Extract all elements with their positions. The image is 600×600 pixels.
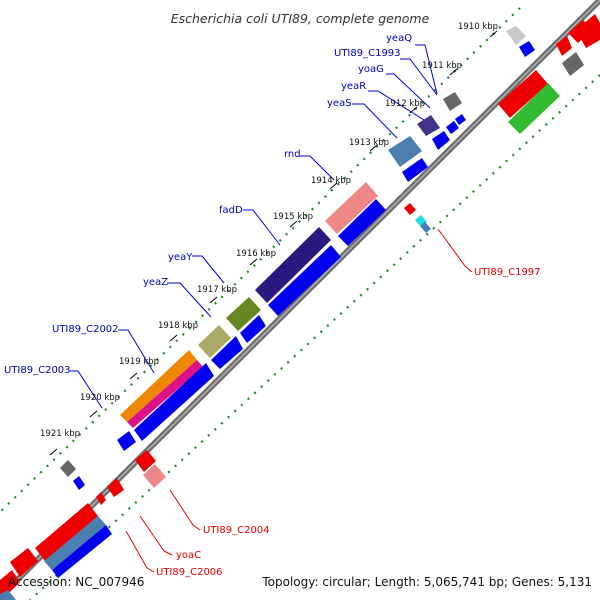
gene-arrow-blue-top <box>576 14 600 48</box>
gene-arrow-blue-rnd <box>402 158 428 182</box>
gene-block-orange-C2003 <box>120 350 197 422</box>
gene-label-yeaS[interactable]: yeaS <box>327 98 352 109</box>
gene-label-UTI89_C1993[interactable]: UTI89_C1993 <box>334 48 401 59</box>
gene-label-UTI89_C2003[interactable]: UTI89_C2003 <box>4 365 71 376</box>
gene-block-gray-1910 <box>506 26 526 45</box>
tick-label: 1914 kbp <box>311 176 351 186</box>
gene-block-gray-left <box>60 460 76 477</box>
reverse-gene-labels: UTI89_C1997 UTI89_C2004 yoaC UTI89_C2006 <box>156 267 541 578</box>
gene-label-yoaG[interactable]: yoaG <box>358 64 384 75</box>
gene-arrow-red-yoaC <box>96 492 106 505</box>
tick-label: 1910 kbp <box>458 22 498 32</box>
tick-label: 1917 kbp <box>197 285 237 295</box>
gene-label-UTI89_C2004[interactable]: UTI89_C2004 <box>203 525 270 536</box>
gene-arrow-red-C1997 <box>404 203 416 215</box>
reverse-label-leaders <box>125 228 473 573</box>
accession-text: Accession: NC_007946 <box>8 575 144 589</box>
gene-block-salmon-C2004 <box>143 464 166 488</box>
topology-stats-text: Topology: circular; Length: 5,065,741 bp… <box>261 575 592 589</box>
gene-block-red-bottom <box>10 548 38 577</box>
gene-block-navy-yeaY <box>255 227 331 303</box>
gene-arrow-blue-yoaG <box>446 121 459 134</box>
map-title: Escherichia coli UTI89, complete genome <box>171 11 430 26</box>
tick-marks <box>49 30 498 456</box>
gene-block-red-long <box>498 70 548 118</box>
gene-block-green-long <box>508 83 560 134</box>
gene-arrow-blue-yeaY <box>268 245 341 316</box>
gene-block-khaki-C2002 <box>198 325 231 358</box>
tick-label: 1916 kbp <box>236 249 276 259</box>
tick-label: 1912 kbp <box>385 99 425 109</box>
gene-block-gray-top <box>562 52 584 76</box>
forward-gene-labels: yeaQ UTI89_C1993 yoaG yeaR yeaS rnd fadD… <box>4 33 412 376</box>
gene-label-rnd[interactable]: rnd <box>284 149 301 160</box>
gene-arrow-blue-fadD <box>338 199 386 246</box>
gene-block-olive-yeaZ <box>226 297 261 331</box>
gene-label-UTI89_C2006[interactable]: UTI89_C2006 <box>156 567 223 578</box>
gene-label-UTI89_C1997[interactable]: UTI89_C1997 <box>474 267 541 278</box>
tick-label: 1921 kbp <box>40 429 80 439</box>
gene-label-yoaC[interactable]: yoaC <box>176 550 201 561</box>
tick-label: 1918 kbp <box>158 321 198 331</box>
gene-arrow-blue-yeaZ <box>240 315 266 343</box>
gene-block-magenta-C2003 <box>127 360 203 428</box>
gene-arrow-blue-yeaR <box>432 131 450 150</box>
gene-arrow-blue-1921 <box>117 431 136 451</box>
gene-block-salmon-fadD <box>325 182 378 234</box>
tick-label: 1919 kbp <box>119 357 159 367</box>
forward-label-leaders <box>69 44 438 409</box>
gene-label-yeaR[interactable]: yeaR <box>341 81 366 92</box>
gene-arrow-blue-1910 <box>519 41 535 57</box>
gene-block-steel-bottom <box>0 590 16 600</box>
gene-arrow-blue-C2002 <box>211 336 243 369</box>
gene-arrow-blue-C2006 <box>52 525 112 578</box>
gene-label-yeaY[interactable]: yeaY <box>168 252 193 263</box>
tick-label: 1920 kbp <box>80 393 120 403</box>
gene-arrow-red-top <box>556 36 572 56</box>
gene-block-steel-C2006 <box>44 516 106 570</box>
gene-block-red-bottom2 <box>0 570 20 594</box>
gene-arrow-blue-C1993 <box>455 114 466 125</box>
gene-label-yeaQ[interactable]: yeaQ <box>386 33 412 44</box>
tick-label: 1911 kbp <box>422 61 462 71</box>
gene-block-purple-yeaS <box>417 115 440 136</box>
tick-labels: 1910 kbp 1911 kbp 1912 kbp 1913 kbp 1914… <box>40 22 498 439</box>
gene-block-red-C2006 <box>35 503 98 561</box>
gene-label-UTI89_C2002[interactable]: UTI89_C2002 <box>52 324 119 335</box>
gene-label-fadD[interactable]: fadD <box>219 205 243 216</box>
gene-arrow-blue-C2003 <box>134 363 214 441</box>
gene-label-yeaZ[interactable]: yeaZ <box>143 277 168 288</box>
gene-arrow-red-small <box>107 478 124 497</box>
inner-dotted-ring <box>29 74 600 600</box>
forward-genes <box>117 26 535 451</box>
gene-block-steel-rnd <box>388 136 422 167</box>
gene-arrow-blue-left <box>73 476 85 490</box>
tick-label: 1915 kbp <box>273 212 313 222</box>
outer-dotted-ring <box>0 7 521 513</box>
gene-block-steel-C1997 <box>420 222 431 233</box>
gene-block-gray-yeaQ <box>443 92 462 111</box>
gene-arrow-red-C2004a <box>135 450 156 472</box>
tick-label: 1913 kbp <box>349 138 389 148</box>
reverse-genes <box>0 14 600 600</box>
